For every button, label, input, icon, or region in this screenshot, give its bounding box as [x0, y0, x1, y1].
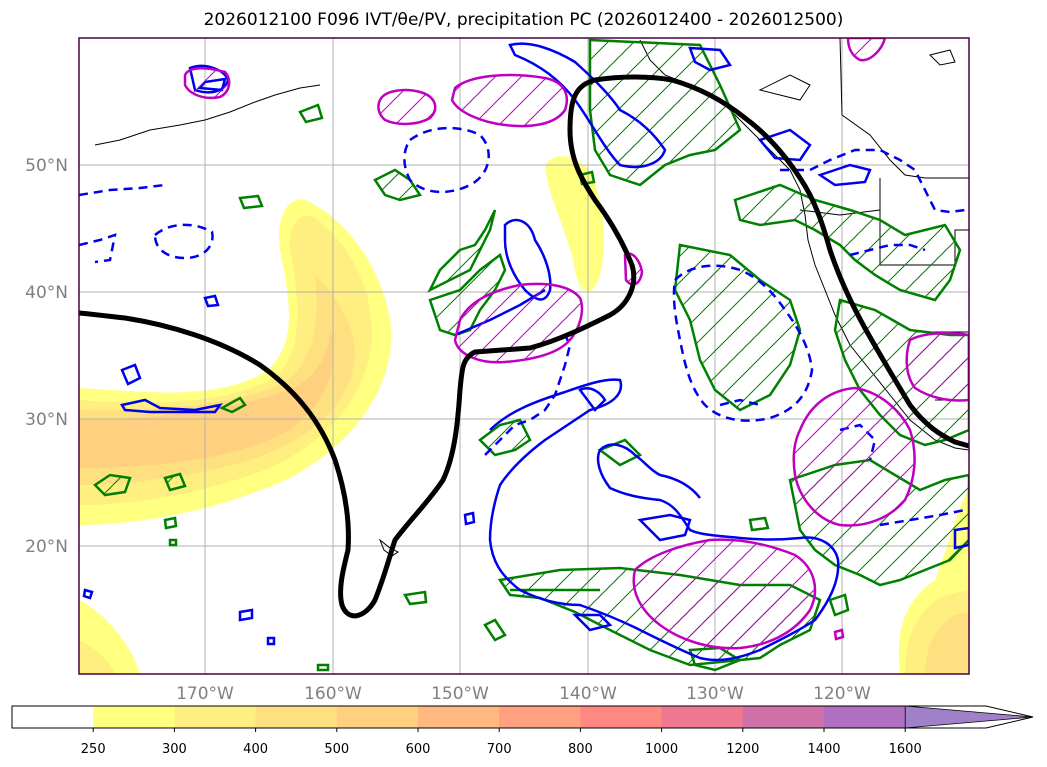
- cb-label-500: 500: [324, 742, 349, 757]
- colorbar-outline: [11, 705, 1034, 729]
- colorbar-swatch: [661, 706, 744, 728]
- colorbar-swatch: [255, 706, 338, 728]
- colorbar-swatch: [742, 706, 825, 728]
- cb-label-600: 600: [406, 742, 431, 757]
- cb-label-400: 400: [243, 742, 268, 757]
- colorbar-swatch: [824, 706, 906, 728]
- lat-label-40n: 40°N: [25, 283, 68, 303]
- colorbar-swatch: [93, 706, 175, 728]
- lon-label-130w: 130°W: [686, 684, 744, 704]
- map-area: [79, 38, 969, 674]
- lat-label-30n: 30°N: [25, 410, 68, 430]
- map-frame: [78, 37, 970, 675]
- cb-label-1000: 1000: [645, 742, 678, 757]
- colorbar-swatch: [174, 706, 257, 728]
- cb-label-1600: 1600: [889, 742, 922, 757]
- latitude-labels: 50°N 40°N 30°N 20°N: [25, 156, 68, 557]
- colorbar: 250 300 400 500 600 700 800 1000 1200 14…: [11, 705, 1034, 757]
- lon-label-160w: 160°W: [304, 684, 362, 704]
- lat-label-50n: 50°N: [25, 156, 68, 176]
- colorbar-swatch: [499, 706, 581, 728]
- colorbar-swatch: [12, 706, 94, 728]
- map-title: 2026012100 F096 IVT/θe/PV, precipitation…: [203, 10, 844, 30]
- cb-label-700: 700: [487, 742, 512, 757]
- colorbar-swatch: [336, 706, 419, 728]
- colorbar-extend-arrow: [904, 705, 1034, 729]
- cb-label-300: 300: [162, 742, 187, 757]
- colorbar-swatches: [12, 706, 906, 728]
- cb-label-800: 800: [568, 742, 593, 757]
- precip-pc-green-small: [163, 103, 850, 672]
- cb-label-1400: 1400: [807, 742, 840, 757]
- colorbar-swatch: [580, 706, 663, 728]
- colorbar-labels: 250 300 400 500 600 700 800 1000 1200 14…: [81, 742, 922, 757]
- cb-label-250: 250: [81, 742, 106, 757]
- lon-label-170w: 170°W: [176, 684, 234, 704]
- longitude-labels: 170°W 160°W 150°W 140°W 130°W 120°W: [176, 684, 871, 704]
- lon-label-140w: 140°W: [559, 684, 617, 704]
- colorbar-ticks: [92, 728, 906, 732]
- lon-label-150w: 150°W: [431, 684, 489, 704]
- lon-label-120w: 120°W: [813, 684, 871, 704]
- theta-e-contour: [79, 74, 969, 619]
- lat-label-20n: 20°N: [25, 537, 68, 557]
- cb-label-1200: 1200: [726, 742, 759, 757]
- colorbar-swatch: [418, 706, 500, 728]
